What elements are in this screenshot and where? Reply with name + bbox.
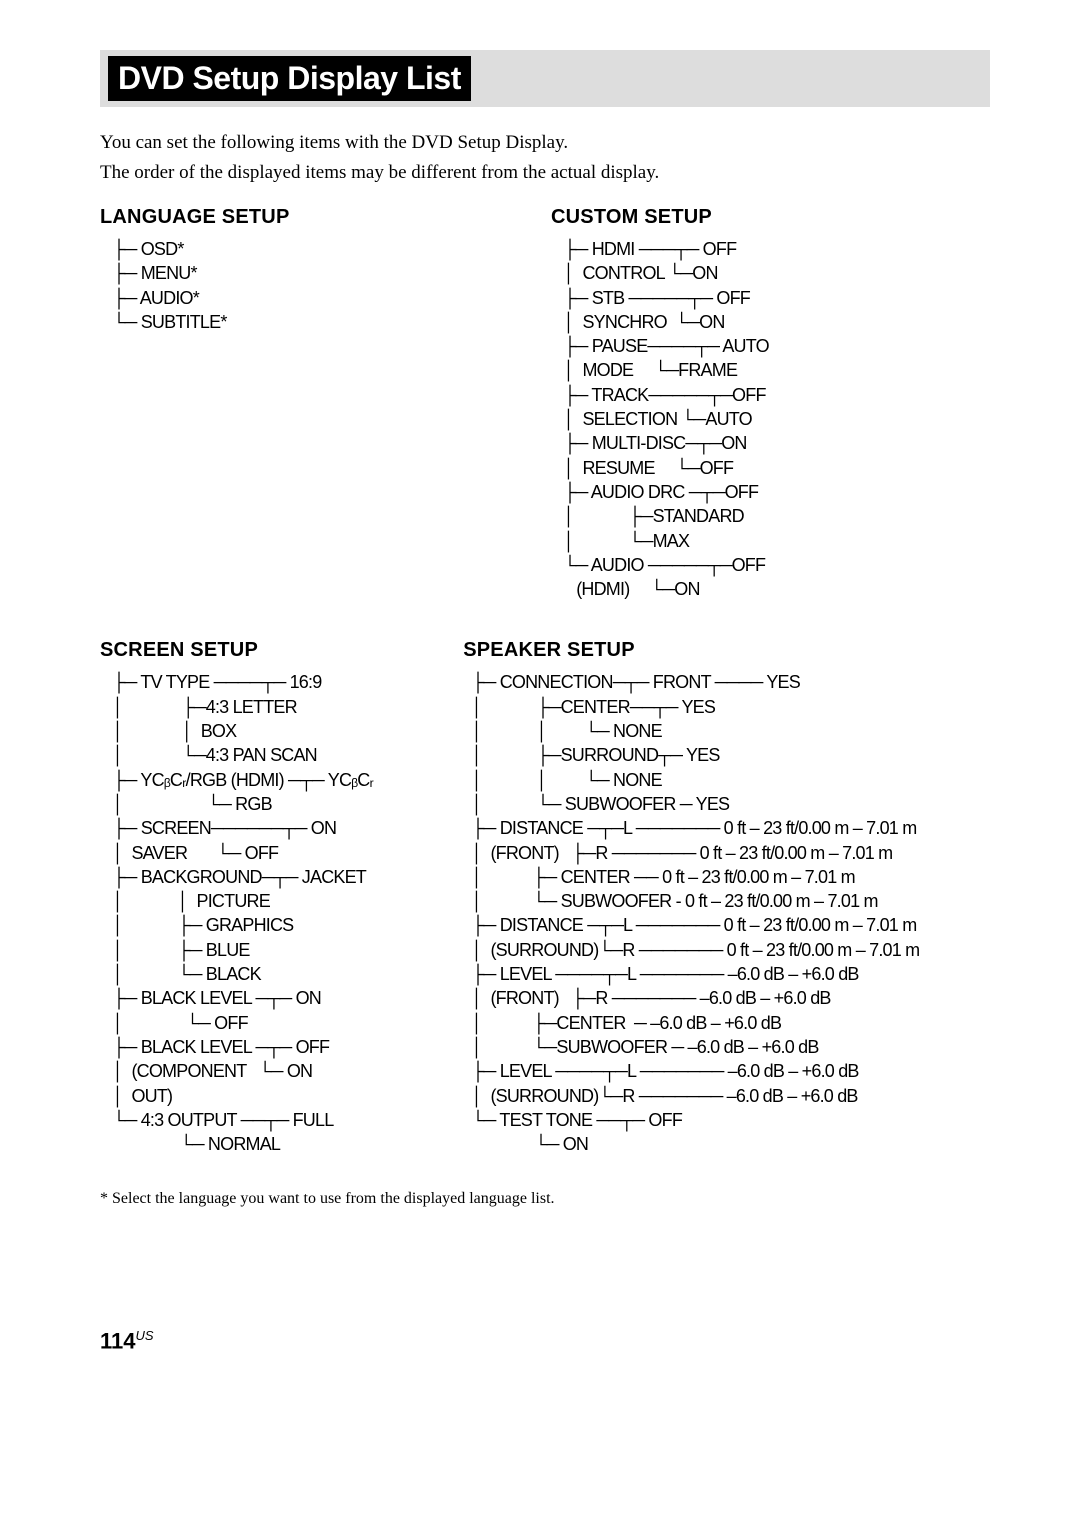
speaker-conn-6: │ └─ SUBWOOFER ─ YES xyxy=(463,792,990,816)
screen-saver-2: │ SAVER └─ OFF xyxy=(100,841,451,865)
custom-stb-2: │ SYNCHRO └─ON xyxy=(551,310,990,334)
screen-background-3: │ ├─ GRAPHICS xyxy=(100,913,451,937)
custom-hdmi-2: │ CONTROL └─ON xyxy=(551,261,990,285)
intro-line-2: The order of the displayed items may be … xyxy=(100,162,990,184)
lang-osd: ├─ OSD* xyxy=(100,237,539,261)
custom-setup-heading: CUSTOM SETUP xyxy=(551,206,990,229)
custom-multi-2: │ RESUME └─OFF xyxy=(551,456,990,480)
screen-tvtype-4: │ └─4:3 PAN SCAN xyxy=(100,743,451,767)
speaker-distf-1: ├─ DISTANCE ─┬─L ─────── 0 ft – 23 ft/0.… xyxy=(463,816,990,840)
custom-drc-3: │ └─MAX xyxy=(551,529,990,553)
custom-drc-1: ├─ AUDIO DRC ─┬─OFF xyxy=(551,480,990,504)
speaker-distf-3: │ ├─ CENTER ── 0 ft – 23 ft/0.00 m – 7.0… xyxy=(463,865,990,889)
screen-blacklevel-comp-1: ├─ BLACK LEVEL ─┬─ OFF xyxy=(100,1035,451,1059)
speaker-levs-1: ├─ LEVEL ────┬─L ─────── –6.0 dB – +6.0 … xyxy=(463,1059,990,1083)
speaker-test-1: └─ TEST TONE ──┬─ OFF xyxy=(463,1108,990,1132)
custom-drc-2: │ ├─STANDARD xyxy=(551,504,990,528)
lang-subtitle: └─ SUBTITLE* xyxy=(100,310,539,334)
speaker-levf-2: │ (FRONT) ├─R ─────── –6.0 dB – +6.0 dB xyxy=(463,986,990,1010)
custom-multi-1: ├─ MULTI-DISC─┬─ON xyxy=(551,431,990,455)
language-setup-col: LANGUAGE SETUP ├─ OSD* ├─ MENU* ├─ AUDIO… xyxy=(100,206,539,601)
footnote: * Select the language you want to use fr… xyxy=(100,1190,990,1208)
custom-stb-1: ├─ STB ─────┬─ OFF xyxy=(551,286,990,310)
screen-ycbcr-1: ├─ YCᵦCᵣ/RGB (HDMI) ─┬─ YCᵦCᵣ xyxy=(100,768,451,792)
speaker-conn-2: │ ├─CENTER──┬─ YES xyxy=(463,695,990,719)
speaker-setup-heading: SPEAKER SETUP xyxy=(463,639,990,662)
speaker-setup-col: SPEAKER SETUP ├─ CONNECTION─┬─ FRONT ───… xyxy=(463,639,990,1156)
speaker-conn-4: │ ├─SURROUND┬─ YES xyxy=(463,743,990,767)
screen-background-4: │ ├─ BLUE xyxy=(100,938,451,962)
custom-track-1: ├─ TRACK─────┬─OFF xyxy=(551,383,990,407)
speaker-conn-3: │ │ └─ NONE xyxy=(463,719,990,743)
screen-blacklevel-comp-2: │ (COMPONENT └─ ON xyxy=(100,1059,451,1083)
screen-ycbcr-2: │ └─ RGB xyxy=(100,792,451,816)
speaker-distf-4: │ └─ SUBWOOFER - 0 ft – 23 ft/0.00 m – 7… xyxy=(463,889,990,913)
screen-setup-heading: SCREEN SETUP xyxy=(100,639,451,662)
page-number: 114US xyxy=(100,1328,990,1354)
screen-blacklevel-2: │ └─ OFF xyxy=(100,1011,451,1035)
speaker-dists-1: ├─ DISTANCE ─┬─L ─────── 0 ft – 23 ft/0.… xyxy=(463,913,990,937)
speaker-test-2: └─ ON xyxy=(463,1132,990,1156)
custom-audiohdmi-1: └─ AUDIO ─────┬─OFF xyxy=(551,553,990,577)
screen-tvtype-1: ├─ TV TYPE ────┬─ 16:9 xyxy=(100,670,451,694)
title-bar: DVD Setup Display List xyxy=(100,50,990,107)
custom-setup-col: CUSTOM SETUP ├─ HDMI ───┬─ OFF │ CONTROL… xyxy=(551,206,990,601)
screen-tvtype-3: │ │ BOX xyxy=(100,719,451,743)
custom-audiohdmi-2: (HDMI) └─ON xyxy=(551,577,990,601)
speaker-conn-1: ├─ CONNECTION─┬─ FRONT ──── YES xyxy=(463,670,990,694)
screen-background-1: ├─ BACKGROUND─┬─ JACKET xyxy=(100,865,451,889)
screen-blacklevel-1: ├─ BLACK LEVEL ─┬─ ON xyxy=(100,986,451,1010)
screen-background-5: │ └─ BLACK xyxy=(100,962,451,986)
speaker-levf-1: ├─ LEVEL ────┬─L ─────── –6.0 dB – +6.0 … xyxy=(463,962,990,986)
speaker-levf-4: │ └─SUBWOOFER ─ –6.0 dB – +6.0 dB xyxy=(463,1035,990,1059)
speaker-conn-5: │ │ └─ NONE xyxy=(463,768,990,792)
lang-menu: ├─ MENU* xyxy=(100,261,539,285)
page-number-value: 114 xyxy=(100,1329,136,1354)
speaker-distf-2: │ (FRONT) ├─R ─────── 0 ft – 23 ft/0.00 … xyxy=(463,841,990,865)
intro-line-1: You can set the following items with the… xyxy=(100,132,990,154)
speaker-levs-2: │ (SURROUND)└─R ─────── –6.0 dB – +6.0 d… xyxy=(463,1084,990,1108)
screen-tvtype-2: │ ├─4:3 LETTER xyxy=(100,695,451,719)
custom-pause-1: ├─ PAUSE────┬─ AUTO xyxy=(551,334,990,358)
screen-saver-1: ├─ SCREEN──────┬─ ON xyxy=(100,816,451,840)
screen-blacklevel-comp-3: │ OUT) xyxy=(100,1084,451,1108)
custom-pause-2: │ MODE └─FRAME xyxy=(551,358,990,382)
custom-hdmi-1: ├─ HDMI ───┬─ OFF xyxy=(551,237,990,261)
screen-43out-1: └─ 4:3 OUTPUT ──┬─ FULL xyxy=(100,1108,451,1132)
lang-audio: ├─ AUDIO* xyxy=(100,286,539,310)
page-region: US xyxy=(136,1328,154,1343)
screen-43out-2: └─ NORMAL xyxy=(100,1132,451,1156)
screen-setup-col: SCREEN SETUP ├─ TV TYPE ────┬─ 16:9 │ ├─… xyxy=(100,639,451,1156)
custom-track-2: │ SELECTION └─AUTO xyxy=(551,407,990,431)
speaker-levf-3: │ ├─CENTER ─ –6.0 dB – +6.0 dB xyxy=(463,1011,990,1035)
screen-background-2: │ │ PICTURE xyxy=(100,889,451,913)
page-title: DVD Setup Display List xyxy=(108,56,471,101)
speaker-dists-2: │ (SURROUND)└─R ─────── 0 ft – 23 ft/0.0… xyxy=(463,938,990,962)
language-setup-heading: LANGUAGE SETUP xyxy=(100,206,539,229)
